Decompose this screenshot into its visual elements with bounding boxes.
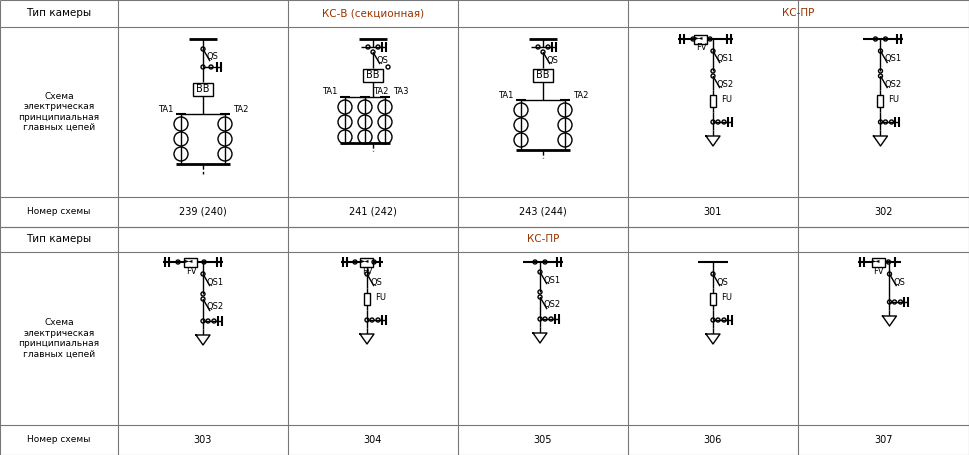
Bar — [193, 82, 213, 96]
Text: FV: FV — [361, 267, 372, 275]
Text: QS: QS — [717, 278, 729, 287]
Polygon shape — [533, 333, 547, 343]
Bar — [184, 258, 198, 267]
Text: Схема
электрическая
принципиальная
главных цепей: Схема электрическая принципиальная главн… — [18, 318, 100, 359]
Text: ►◄: ►◄ — [872, 258, 881, 263]
Text: QS2: QS2 — [207, 303, 224, 312]
Text: 301: 301 — [703, 207, 722, 217]
Text: 307: 307 — [874, 435, 892, 445]
Text: FU: FU — [889, 95, 899, 103]
Text: ►◄: ►◄ — [185, 258, 193, 263]
Text: BB: BB — [536, 70, 549, 80]
Text: TA2: TA2 — [233, 105, 248, 113]
Text: ►◄: ►◄ — [695, 35, 703, 40]
Text: FU: FU — [375, 293, 386, 302]
Text: FU: FU — [721, 95, 732, 103]
Bar — [710, 293, 716, 305]
Text: QS: QS — [893, 278, 905, 287]
Text: QS: QS — [377, 56, 389, 65]
Text: QS1: QS1 — [717, 55, 735, 64]
Text: TA2: TA2 — [573, 91, 588, 100]
Bar — [363, 69, 383, 81]
Bar — [364, 293, 370, 305]
Text: 302: 302 — [874, 207, 892, 217]
Text: 241 (242): 241 (242) — [349, 207, 397, 217]
Text: QS1: QS1 — [207, 278, 224, 287]
Text: QS2: QS2 — [717, 80, 735, 89]
Bar — [872, 258, 885, 267]
Text: 305: 305 — [534, 435, 552, 445]
Bar — [533, 69, 553, 81]
Text: КС-ПР: КС-ПР — [782, 9, 815, 19]
Text: QS: QS — [547, 56, 559, 65]
Text: Тип камеры: Тип камеры — [26, 9, 91, 19]
Text: TA1: TA1 — [158, 105, 173, 113]
Text: QS: QS — [207, 52, 219, 61]
Text: FV: FV — [873, 267, 884, 275]
Text: QS1: QS1 — [544, 275, 561, 284]
Text: FU: FU — [721, 293, 732, 302]
Polygon shape — [196, 335, 210, 345]
Bar — [878, 95, 884, 107]
Text: QS: QS — [371, 278, 383, 287]
Text: BB: BB — [366, 70, 380, 80]
Polygon shape — [360, 334, 374, 344]
Text: TA1: TA1 — [498, 91, 513, 100]
Bar — [695, 35, 707, 44]
Polygon shape — [706, 334, 720, 344]
Text: QS2: QS2 — [885, 80, 901, 89]
Text: FV: FV — [186, 267, 197, 275]
Text: FV: FV — [696, 44, 706, 52]
Text: КС-ПР: КС-ПР — [527, 234, 560, 244]
Text: 304: 304 — [363, 435, 382, 445]
Text: Номер схемы: Номер схемы — [27, 207, 91, 217]
Text: QS2: QS2 — [544, 300, 561, 309]
Text: 243 (244): 243 (244) — [519, 207, 567, 217]
Text: TA2: TA2 — [373, 87, 389, 96]
Text: TA1: TA1 — [322, 87, 337, 96]
Text: TA3: TA3 — [393, 87, 409, 96]
Text: 306: 306 — [703, 435, 722, 445]
Bar — [360, 258, 373, 267]
Text: 303: 303 — [194, 435, 212, 445]
Polygon shape — [873, 136, 888, 146]
Bar — [710, 95, 716, 107]
Text: Схема
электрическая
принципиальная
главных цепей: Схема электрическая принципиальная главн… — [18, 92, 100, 132]
Text: BB: BB — [197, 84, 209, 94]
Polygon shape — [883, 316, 896, 326]
Text: QS1: QS1 — [885, 55, 901, 64]
Polygon shape — [706, 136, 720, 146]
Text: ►◄: ►◄ — [360, 258, 369, 263]
Text: КС-В (секционная): КС-В (секционная) — [322, 9, 424, 19]
Text: Номер схемы: Номер схемы — [27, 435, 91, 445]
Text: Тип камеры: Тип камеры — [26, 234, 91, 244]
Text: 239 (240): 239 (240) — [179, 207, 227, 217]
